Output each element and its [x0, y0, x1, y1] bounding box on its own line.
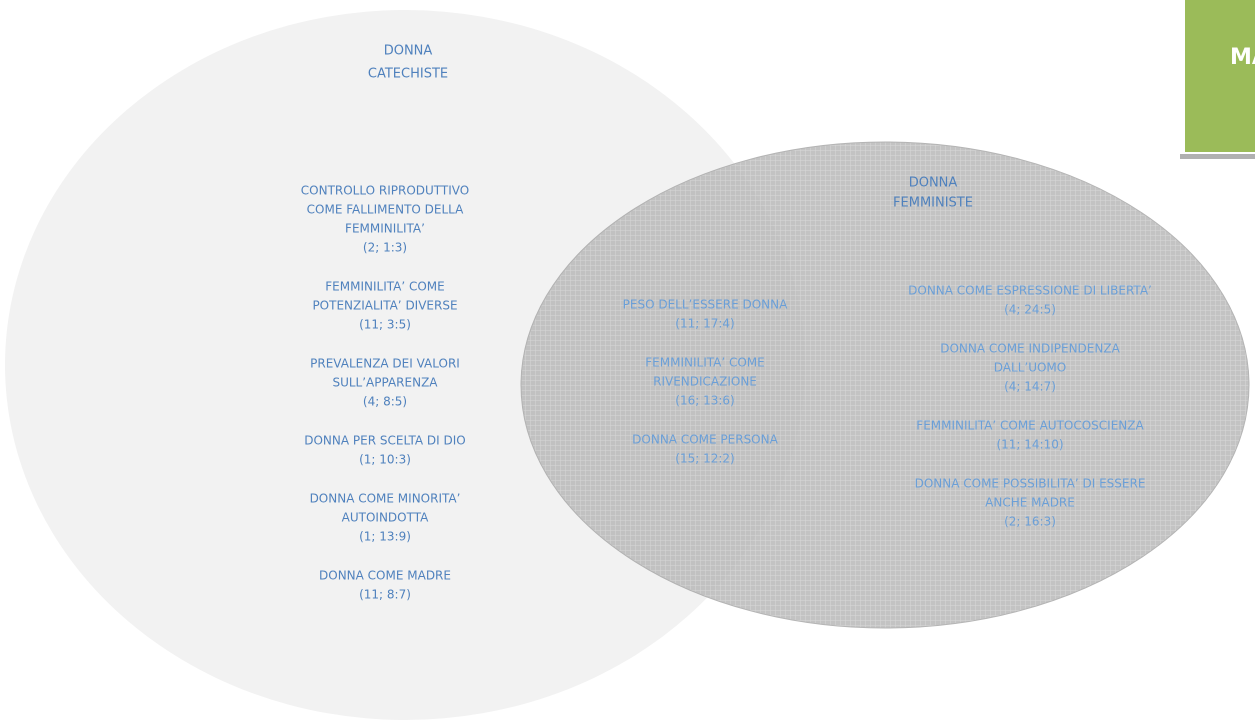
set-title: CATECHISTE: [368, 67, 448, 82]
item-text: COME FALLIMENTO DELLA: [307, 203, 464, 217]
item-text: DONNA COME MINORITA’: [310, 492, 461, 506]
item-ref: (2; 1:3): [363, 241, 407, 255]
item-text: PESO DELL’ESSERE DONNA: [623, 298, 788, 312]
item-text: DONNA COME MADRE: [319, 569, 451, 583]
item-ref: (1; 13:9): [359, 530, 411, 544]
item-ref: (11; 14:10): [996, 438, 1063, 452]
item-ref: (4; 14:7): [1004, 380, 1056, 394]
item-ref: (15; 12:2): [675, 452, 734, 466]
item-ref: (2; 16:3): [1004, 515, 1056, 529]
item-ref: (4; 24:5): [1004, 303, 1056, 317]
item-text: FEMMINILITA’ COME: [325, 280, 444, 294]
item-text: DONNA COME PERSONA: [632, 433, 778, 447]
item-text: DONNA COME INDIPENDENZA: [940, 342, 1120, 356]
set-title: DONNA: [384, 44, 433, 59]
badge: [1185, 0, 1255, 152]
item-text: SULL’APPARENZA: [332, 376, 438, 390]
item-text: RIVENDICAZIONE: [653, 375, 757, 389]
item-text: DONNA COME ESPRESSIONE DI LIBERTA’: [908, 284, 1152, 298]
item-text: DONNA PER SCELTA DI DIO: [304, 434, 465, 448]
item-text: AUTOINDOTTA: [342, 511, 429, 525]
item-ref: (11; 3:5): [359, 318, 411, 332]
item-text: ANCHE MADRE: [985, 496, 1075, 510]
item-text: DONNA COME POSSIBILITA’ DI ESSERE: [915, 477, 1146, 491]
item-ref: (4; 8:5): [363, 395, 407, 409]
badge-stripe: [1180, 154, 1255, 159]
item-ref: (16; 13:6): [675, 394, 734, 408]
item-text: FEMMINILITA’ COME: [645, 356, 764, 370]
item-text: DALL’UOMO: [994, 361, 1066, 375]
left-set-ellipse: [5, 10, 805, 720]
item-ref: (11; 17:4): [675, 317, 734, 331]
item-text: CONTROLLO RIPRODUTTIVO: [301, 184, 469, 198]
right-set-ellipse: [520, 141, 1250, 629]
item-text: FEMMINILITA’: [345, 222, 425, 236]
item-text: FEMMINILITA’ COME AUTOCOSCIENZA: [916, 419, 1144, 433]
item-ref: (1; 10:3): [359, 453, 411, 467]
set-title: FEMMINISTE: [893, 196, 973, 211]
item-ref: (11; 8:7): [359, 588, 411, 602]
set-title: DONNA: [909, 176, 958, 191]
badge-text: MATE: [1230, 45, 1255, 70]
item-text: POTENZIALITA’ DIVERSE: [312, 299, 457, 313]
item-text: PREVALENZA DEI VALORI: [310, 357, 460, 371]
